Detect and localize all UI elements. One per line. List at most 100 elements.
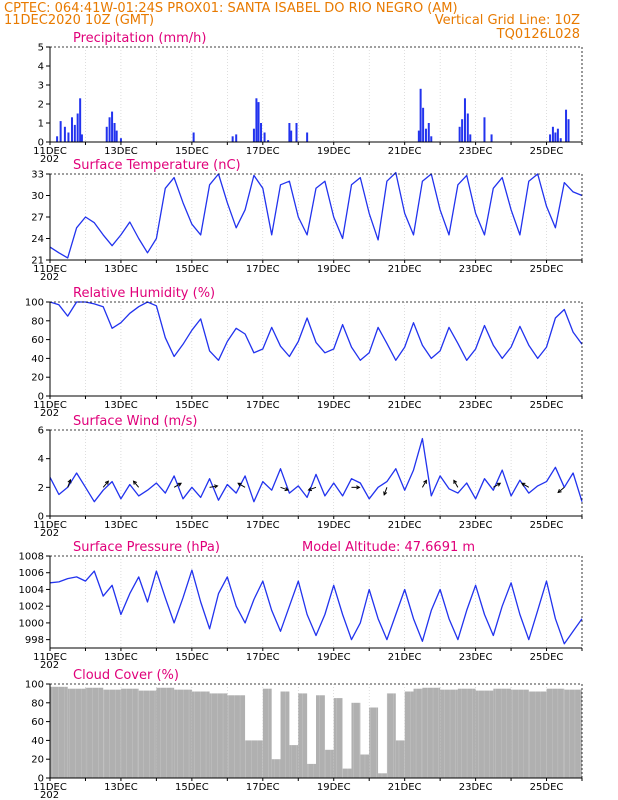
cloud-cover-area [493, 688, 512, 778]
cloud-cover-area [378, 773, 387, 778]
temp-title: Surface Temperature (nC) [73, 158, 241, 173]
wind-arrow-shaft [383, 487, 388, 496]
x-tick-label: 17DEC [246, 146, 280, 157]
x-tick-label: 19DEC [317, 400, 351, 411]
precip-bar [422, 107, 425, 142]
cloud-cover-area [511, 689, 529, 778]
precip-bar [419, 88, 422, 142]
cloud-cover-area [413, 688, 423, 778]
cloud-cover-area [457, 688, 476, 778]
precip-bar [559, 138, 562, 142]
cloud-cover-area [262, 688, 272, 778]
y-tick-label: 40 [31, 354, 44, 365]
year-label: 202 [40, 660, 59, 671]
precip-bar [295, 123, 298, 142]
x-tick-label: 17DEC [246, 264, 280, 275]
precip-bar [288, 123, 291, 142]
precip-bar [490, 134, 493, 142]
x-tick-label: 15DEC [175, 400, 209, 411]
cloud-cover-area [138, 690, 157, 778]
wind-arrow-shaft [453, 480, 459, 488]
x-tick-label: 13DEC [104, 400, 138, 411]
wind-arrow [280, 486, 290, 492]
wind-arrow-head [383, 491, 388, 496]
wind-arrow-head [237, 482, 242, 487]
wind-arrow-head [423, 479, 427, 484]
wind-arrow-shaft [493, 482, 501, 488]
year-label: 202 [40, 154, 59, 165]
precip-bar [192, 132, 195, 142]
wind-arrow [421, 479, 427, 488]
x-tick-label: 21DEC [388, 782, 422, 793]
cloud-cover-area [191, 691, 210, 778]
precip-bar [76, 113, 79, 142]
x-tick-label: 17DEC [246, 400, 280, 411]
x-tick-label: 23DEC [459, 782, 493, 793]
wind-arrow-head [356, 485, 361, 490]
wind-arrow-shaft [521, 482, 530, 488]
precip-bar [115, 130, 118, 142]
x-tick-label: 11DEC [33, 400, 67, 411]
precip-bar [111, 111, 114, 142]
wind-arrow [520, 482, 530, 488]
panel-temp: 21 24 27 30 33 11DEC 13DEC 15DEC 17DEC 19DEC 21DEC… [31, 158, 583, 283]
wind-arrow [237, 482, 246, 488]
precip-bar [105, 126, 108, 142]
wind-arrow-head [132, 480, 137, 485]
y-tick-label: 33 [31, 170, 44, 181]
precip-bar [113, 123, 116, 142]
x-tick-label: 15DEC [175, 146, 209, 157]
precip-bar [551, 126, 554, 142]
precip-bar [556, 128, 559, 142]
cloud-cover-area [564, 689, 582, 778]
precip-bar [59, 121, 62, 142]
year-label: 202 [40, 790, 59, 800]
wind-arrow-shaft [308, 486, 317, 491]
wind-arrow [453, 479, 459, 488]
cloud-cover-area [271, 759, 281, 778]
x-tick-label: 21DEC [388, 146, 422, 157]
x-tick-label: 15DEC [175, 520, 209, 531]
wind-arrow [307, 486, 317, 492]
cloud-cover-area [85, 687, 104, 778]
x-tick-label: 23DEC [459, 264, 493, 275]
y-tick-label: 80 [31, 316, 44, 327]
wind-arrow-head [496, 482, 502, 487]
y-tick-label: 2 [38, 483, 44, 494]
cloud-cover-area [324, 749, 334, 778]
header-grid-line: Vertical Grid Line: 10Z [435, 13, 580, 28]
y-tick-label: 4 [38, 454, 44, 465]
y-tick-label: 6 [38, 426, 44, 437]
precip-bar [231, 136, 234, 142]
precip-bar [235, 134, 238, 142]
cloud-cover-area [528, 691, 547, 778]
cloud-cover-area [280, 691, 290, 778]
x-tick-label: 13DEC [104, 146, 138, 157]
y-tick-label: 1000 [19, 618, 44, 629]
x-tick-label: 19DEC [317, 264, 351, 275]
wind-arrow [173, 482, 182, 488]
y-tick-label: 60 [31, 717, 44, 728]
header-run-time: 11DEC2020 10Z (GMT) [4, 13, 154, 28]
precip-bar [80, 134, 83, 142]
y-tick-label: 1 [38, 119, 44, 130]
wind-title: Surface Wind (m/s) [73, 414, 197, 429]
y-tick-label: 0 [38, 392, 44, 403]
precip-bar [430, 136, 433, 142]
precip-bar [119, 138, 122, 142]
year-label: 202 [40, 272, 59, 283]
cloud-cover-area [395, 740, 405, 778]
x-tick-label: 17DEC [246, 782, 280, 793]
precip-title: Precipitation (mm/h) [73, 31, 206, 46]
y-tick-label: 0 [38, 138, 44, 149]
wind-arrow-head [104, 480, 110, 485]
wind-arrow-shaft [209, 485, 218, 488]
x-tick-label: 25DEC [530, 782, 564, 793]
cloud-cover-area [404, 691, 414, 778]
wind-arrow-head [520, 482, 526, 487]
precip-bar [63, 126, 66, 142]
x-tick-label: 11DEC [33, 264, 67, 275]
wind-arrow-shaft [173, 482, 182, 488]
wind-arrow [132, 480, 140, 488]
precip-bar [67, 132, 70, 142]
